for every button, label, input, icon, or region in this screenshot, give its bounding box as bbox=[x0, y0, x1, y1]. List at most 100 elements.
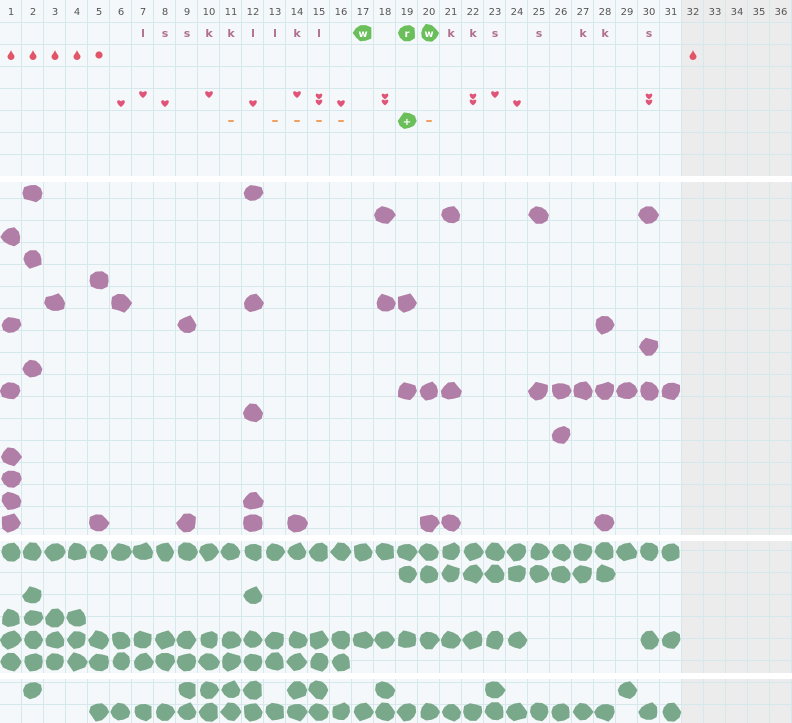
entry-blob bbox=[375, 681, 396, 699]
entry-blob bbox=[463, 703, 483, 721]
entry-blob bbox=[66, 631, 86, 649]
entry-blob bbox=[398, 382, 417, 401]
day-number: 20 bbox=[423, 7, 436, 18]
entry-blob bbox=[68, 542, 87, 561]
entry-blob bbox=[45, 631, 65, 649]
letter-mark: l bbox=[317, 27, 321, 40]
letter-mark: k bbox=[601, 27, 609, 40]
day-number: 24 bbox=[511, 7, 524, 18]
day-number: 6 bbox=[118, 7, 124, 18]
entry-blob bbox=[43, 543, 66, 562]
entry-blob bbox=[484, 702, 504, 721]
entry-blob bbox=[176, 630, 197, 650]
entry-blob bbox=[552, 383, 572, 400]
entry-blob bbox=[45, 653, 64, 671]
entry-blob bbox=[374, 702, 396, 722]
entry-blob bbox=[243, 586, 263, 604]
entry-blob bbox=[640, 630, 660, 650]
entry-blob bbox=[264, 631, 284, 650]
entry-blob bbox=[286, 652, 308, 672]
entry-blob bbox=[397, 293, 417, 313]
day-number: 34 bbox=[731, 7, 744, 18]
entry-blob bbox=[551, 544, 572, 562]
green-badge-shape bbox=[397, 112, 417, 129]
entry-blob bbox=[265, 702, 284, 721]
dash-mark bbox=[294, 120, 300, 122]
entry-blob bbox=[486, 630, 504, 650]
entry-blob bbox=[332, 702, 350, 721]
entry-blob bbox=[398, 565, 418, 584]
entry-blob bbox=[508, 565, 526, 583]
heart-icon bbox=[645, 99, 653, 106]
entry-blob bbox=[419, 631, 441, 650]
drop-dot-icon bbox=[95, 51, 103, 59]
entry-blob bbox=[22, 542, 42, 561]
letter-mark: l bbox=[273, 27, 277, 40]
letter-mark: l bbox=[141, 27, 145, 40]
entry-blob bbox=[287, 514, 309, 533]
entry-blob bbox=[177, 702, 197, 720]
section-green-bottom bbox=[23, 680, 682, 722]
entry-blob bbox=[89, 514, 110, 532]
entry-blob bbox=[594, 542, 614, 561]
day-number: 17 bbox=[357, 7, 370, 18]
entry-blob bbox=[530, 702, 549, 722]
entry-blob bbox=[286, 681, 308, 700]
entry-blob bbox=[177, 315, 197, 333]
entry-blob bbox=[134, 704, 152, 722]
entry-blob bbox=[615, 542, 638, 562]
entry-blob bbox=[374, 206, 396, 224]
day-number: 29 bbox=[621, 7, 634, 18]
letter-mark: k bbox=[447, 27, 455, 40]
entry-blob bbox=[2, 608, 20, 627]
entry-blob bbox=[0, 447, 23, 467]
entry-blob bbox=[0, 382, 21, 400]
entry-blob bbox=[132, 542, 154, 560]
entry-blob bbox=[24, 630, 44, 650]
heart-icon bbox=[645, 93, 653, 100]
entry-blob bbox=[0, 630, 23, 650]
heart-icon bbox=[315, 99, 323, 106]
day-number: 18 bbox=[379, 7, 392, 18]
day-number: 26 bbox=[555, 7, 568, 18]
day-number: 5 bbox=[96, 7, 102, 18]
entry-blob bbox=[1, 317, 22, 333]
day-number: 12 bbox=[247, 7, 260, 18]
entry-blob bbox=[329, 542, 352, 562]
entry-blob bbox=[398, 630, 417, 648]
heart-icon bbox=[161, 100, 169, 107]
day-number: 16 bbox=[335, 7, 348, 18]
day-number: 9 bbox=[184, 7, 190, 18]
day-number: 35 bbox=[753, 7, 766, 18]
entry-blob bbox=[0, 227, 21, 247]
entry-blob bbox=[0, 652, 22, 672]
entry-blob bbox=[244, 544, 262, 562]
heart-icon bbox=[513, 100, 521, 107]
entry-blob bbox=[418, 543, 439, 561]
entry-blob bbox=[594, 381, 614, 400]
entry-blob bbox=[419, 514, 440, 533]
day-header: 1 2 3 4 5 6 7 8 9 10 11 12 13 14 15 16 17 18 19 20 21 22 23 24 2… bbox=[8, 7, 788, 18]
entry-blob bbox=[331, 653, 350, 672]
entry-blob bbox=[441, 206, 461, 224]
entry-blob bbox=[154, 630, 176, 650]
dash-mark bbox=[426, 120, 432, 122]
entry-blob bbox=[637, 206, 660, 224]
letter-mark: s bbox=[492, 27, 499, 40]
drop-icon bbox=[73, 50, 81, 61]
entry-blob bbox=[419, 565, 439, 584]
entry-blob bbox=[264, 652, 284, 671]
entry-blob bbox=[197, 653, 221, 671]
entry-blob bbox=[23, 682, 42, 700]
day-number: 23 bbox=[489, 7, 502, 18]
entry-blob bbox=[242, 403, 264, 423]
day-number: 7 bbox=[140, 7, 146, 18]
green-badge: w bbox=[421, 23, 440, 42]
entry-blob bbox=[551, 703, 570, 722]
entry-blob bbox=[505, 702, 528, 722]
entry-blob bbox=[242, 491, 264, 510]
entry-blob bbox=[462, 564, 484, 584]
entry-blob bbox=[23, 610, 44, 626]
entry-blob bbox=[221, 631, 242, 649]
entry-blob bbox=[661, 543, 680, 562]
